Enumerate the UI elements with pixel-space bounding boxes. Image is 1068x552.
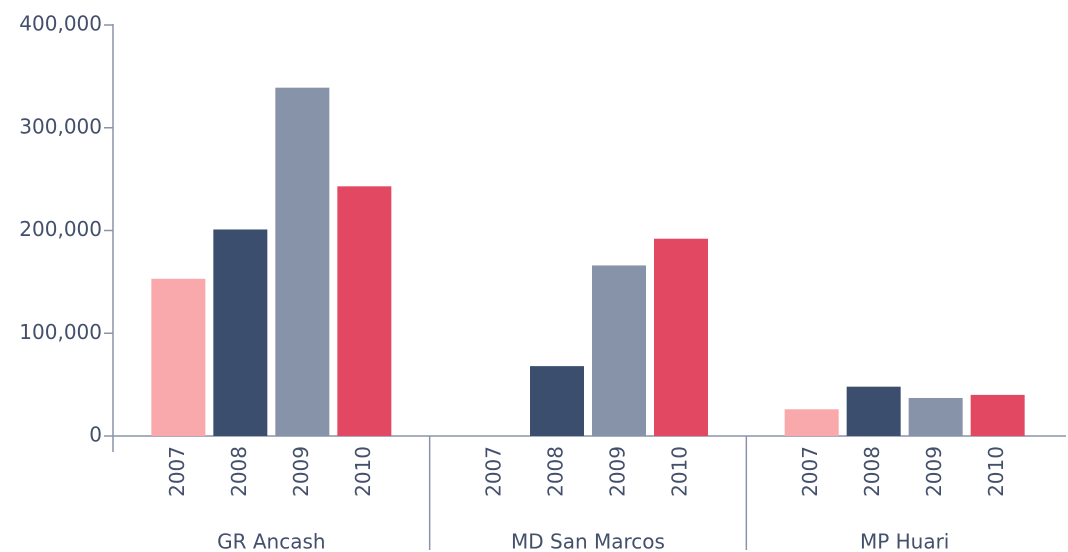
x-tick-label: 2007: [482, 446, 506, 497]
x-tick-label: 2007: [165, 446, 189, 497]
bar: [530, 366, 584, 436]
y-tick-label: 200,000: [19, 217, 102, 241]
x-tick-label: 2009: [922, 446, 946, 497]
x-tick-label: 2010: [668, 446, 692, 497]
bar: [213, 229, 268, 436]
bar: [970, 394, 1025, 436]
bar: [846, 386, 901, 436]
x-tick-label: 2008: [860, 446, 884, 497]
bar: [337, 186, 392, 436]
x-tick-label: 2007: [798, 446, 822, 497]
x-tick-label: 2008: [544, 446, 568, 497]
x-tick-label: 2010: [351, 446, 375, 497]
x-tick-label: 2008: [227, 446, 251, 497]
y-tick-label: 400,000: [19, 12, 102, 36]
bar: [654, 238, 708, 436]
y-tick-label: 0: [89, 423, 102, 447]
x-tick-label: 2009: [289, 446, 313, 497]
bar: [275, 87, 330, 437]
bar: [784, 409, 839, 436]
bar: [151, 278, 206, 436]
x-tick-label: 2010: [984, 446, 1008, 497]
group-label: MD San Marcos: [511, 530, 665, 552]
group-label: GR Ancash: [217, 530, 325, 552]
bar: [908, 397, 963, 436]
y-tick-label: 100,000: [19, 320, 102, 344]
x-tick-label: 2009: [606, 446, 630, 497]
y-tick-label: 300,000: [19, 114, 102, 138]
bar: [592, 265, 646, 436]
group-label: MP Huari: [860, 530, 949, 552]
